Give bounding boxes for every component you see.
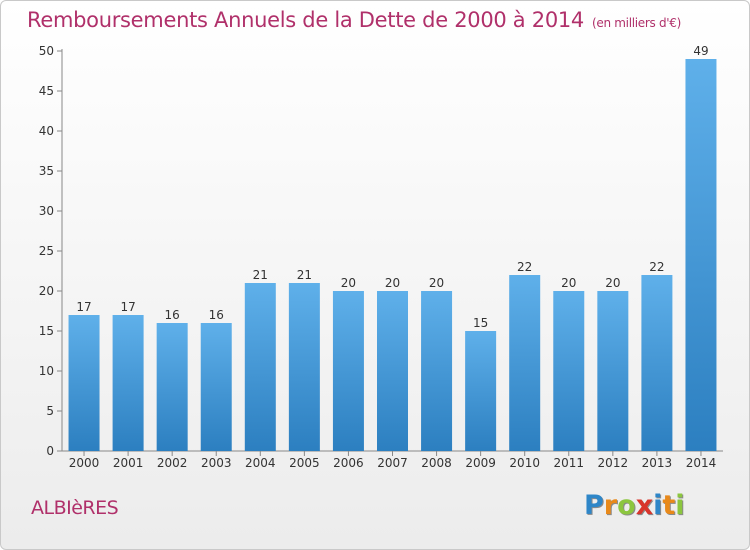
x-tick-label: 2008 (421, 456, 452, 470)
logo-letter: P (584, 490, 604, 521)
bar (156, 323, 188, 451)
bar-value-label: 16 (165, 308, 180, 322)
bar-value-label: 16 (209, 308, 224, 322)
y-tick-label: 40 (39, 124, 54, 138)
x-tick-label: 2003 (201, 456, 232, 470)
logo-letter: x (635, 490, 654, 521)
y-tick-label: 30 (39, 204, 54, 218)
chart-labels: 2000 17 2001 17 2002 16 2003 16 2004 21 2005 21 2006… (69, 44, 716, 470)
bar (685, 59, 717, 451)
logo-letter: i (675, 490, 685, 521)
bar-value-label: 15 (473, 316, 488, 330)
x-tick-label: 2012 (598, 456, 629, 470)
y-tick-label: 20 (39, 284, 54, 298)
x-tick-label: 2006 (333, 456, 364, 470)
x-tick-label: 2013 (642, 456, 673, 470)
bar (244, 283, 276, 451)
bar (465, 331, 497, 451)
bar-value-label: 17 (120, 300, 135, 314)
bar (421, 291, 453, 451)
chart-bars (68, 59, 717, 451)
bar (377, 291, 408, 451)
bar-value-label: 20 (561, 276, 576, 290)
proxiti-logo: Proxiti (584, 490, 685, 521)
x-tick-label: 2004 (245, 456, 276, 470)
logo-letter: t (662, 490, 676, 521)
bar (597, 291, 629, 451)
logo-letter: i (653, 490, 663, 521)
bar-value-label: 20 (605, 276, 620, 290)
y-tick-label: 50 (39, 44, 54, 58)
bar (641, 275, 673, 451)
y-tick-label: 25 (39, 244, 54, 258)
y-tick-label: 0 (46, 444, 54, 458)
y-tick-label: 45 (39, 84, 54, 98)
title-unit: (en milliers d'€) (592, 16, 682, 30)
commune-name: ALBIèRES (31, 497, 119, 519)
chart-axes: 0 5 10 15 20 25 30 35 40 45 50 (39, 44, 723, 458)
bar (200, 323, 232, 451)
logo-letter: r (603, 490, 618, 521)
x-tick-label: 2009 (465, 456, 496, 470)
bar-value-label: 22 (517, 260, 532, 274)
title-text: Remboursements Annuels de la Dette de 20… (27, 8, 584, 32)
x-tick-label: 2001 (113, 456, 144, 470)
bar (112, 315, 144, 451)
bar-value-label: 49 (693, 44, 708, 58)
bar-value-label: 20 (385, 276, 400, 290)
y-tick-label: 10 (39, 364, 54, 378)
x-tick-label: 2010 (509, 456, 540, 470)
bar-value-label: 21 (297, 268, 312, 282)
bar (288, 283, 320, 451)
bar-value-label: 22 (649, 260, 664, 274)
bar (553, 291, 585, 451)
x-tick-label: 2007 (377, 456, 408, 470)
bar (68, 315, 100, 451)
x-tick-label: 2000 (69, 456, 100, 470)
bar-value-label: 20 (429, 276, 444, 290)
chart-title: Remboursements Annuels de la Dette de 20… (27, 8, 681, 32)
y-tick-label: 35 (39, 164, 54, 178)
logo-letter: o (617, 490, 636, 521)
bar (509, 275, 541, 451)
x-tick-label: 2005 (289, 456, 320, 470)
bar (332, 291, 364, 451)
bar-value-label: 20 (341, 276, 356, 290)
bar-value-label: 17 (76, 300, 91, 314)
x-tick-label: 2011 (553, 456, 584, 470)
x-tick-label: 2014 (686, 456, 717, 470)
y-tick-label: 5 (46, 404, 54, 418)
x-tick-label: 2002 (157, 456, 188, 470)
bar-value-label: 21 (253, 268, 268, 282)
y-tick-label: 15 (39, 324, 54, 338)
